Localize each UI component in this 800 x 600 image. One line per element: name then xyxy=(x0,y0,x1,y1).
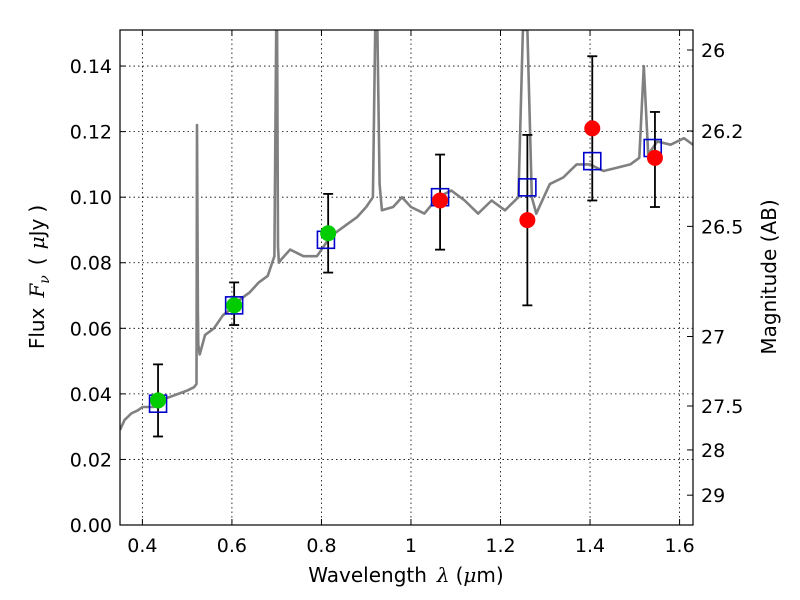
secondary-y-axis-label: Magnitude (AB) xyxy=(757,199,781,354)
model-photometry-square xyxy=(224,296,244,315)
x-tick-label: 1.6 xyxy=(664,535,694,557)
model-photometry-square xyxy=(518,178,537,197)
x-tick-label: 0.8 xyxy=(306,535,336,557)
y-tick-label: 0.10 xyxy=(70,187,112,209)
y-tick-label: 0.08 xyxy=(70,253,112,275)
axis-tick-labels: 0.4 0.6 0.8 1 1.2 1.4 1.6 0.00 0.02 0.04 0.06 0.08 0… xyxy=(70,40,744,557)
observed-nir-point xyxy=(519,212,536,229)
model-photometry-square xyxy=(582,151,602,171)
axis-ticks xyxy=(120,30,693,526)
x-tick-label: 1.4 xyxy=(575,535,605,557)
observed-optical-point xyxy=(226,297,243,314)
x-tick-label: 0.4 xyxy=(127,535,157,557)
observed-nir-point xyxy=(584,120,601,137)
y2-tick-label: 27.5 xyxy=(701,396,743,418)
plot-frame xyxy=(119,29,694,526)
y-tick-label: 0.00 xyxy=(70,515,112,537)
y-tick-label: 0.06 xyxy=(70,318,112,340)
y2-tick-label: 26 xyxy=(701,40,725,62)
y-tick-label: 0.04 xyxy=(70,384,112,406)
y2-tick-label: 26.5 xyxy=(701,216,743,238)
observed-nir-point xyxy=(646,149,663,166)
y-tick-label: 0.14 xyxy=(70,56,112,78)
model-spectrum-line xyxy=(120,30,693,431)
observed-nir-point xyxy=(432,192,449,209)
y2-tick-label: 27 xyxy=(701,327,725,349)
y2-tick-label: 26.2 xyxy=(701,121,743,143)
x-tick-label: 0.6 xyxy=(217,535,247,557)
plot-layer xyxy=(120,30,693,438)
x-axis-label: Wavelength λ (μm) xyxy=(308,563,503,587)
y2-tick-label: 28 xyxy=(701,440,725,462)
y2-tick-label: 29 xyxy=(701,485,725,507)
observed-optical-point xyxy=(320,225,337,242)
x-tick-label: 1 xyxy=(405,535,417,557)
y-tick-label: 0.02 xyxy=(70,449,112,471)
y-tick-label: 0.12 xyxy=(70,122,112,144)
x-tick-label: 1.2 xyxy=(485,535,515,557)
observed-optical-point xyxy=(150,392,167,409)
plot-area xyxy=(120,30,693,525)
y-axis-label: FluxFν(μJy) xyxy=(25,205,53,349)
